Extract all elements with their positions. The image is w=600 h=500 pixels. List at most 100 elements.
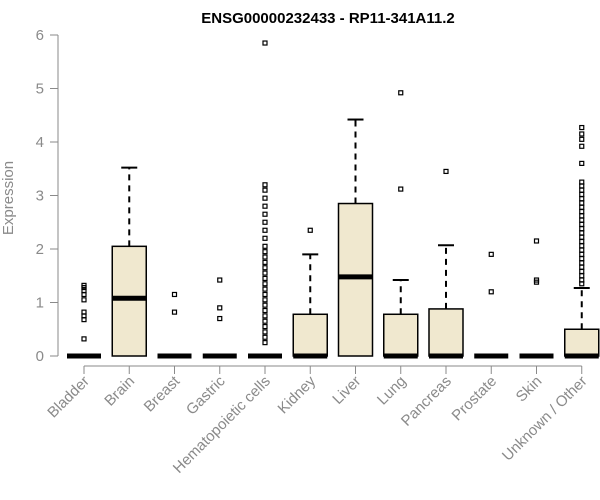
box-group — [157, 291, 192, 359]
outlier-point — [307, 227, 313, 233]
outlier-point — [579, 268, 585, 275]
outlier-point — [579, 234, 585, 240]
outlier-point — [579, 191, 585, 198]
x-tick-label: Prostate — [449, 373, 501, 425]
outlier-point — [579, 273, 585, 279]
outlier-point — [262, 211, 268, 217]
box-group — [474, 251, 509, 359]
outlier-point — [262, 182, 268, 188]
box-group — [519, 238, 554, 359]
outlier-point — [171, 309, 178, 315]
y-tick-label: 0 — [36, 348, 44, 365]
box-group — [337, 118, 374, 357]
outlier-point — [398, 186, 404, 192]
outlier-point — [579, 230, 585, 236]
box-group — [111, 166, 147, 357]
x-tick-label: Brain — [101, 373, 138, 410]
box — [337, 202, 374, 357]
outlier-point — [262, 302, 268, 308]
outlier-point — [262, 291, 268, 298]
y-tick-label: 2 — [36, 241, 44, 258]
outlier-point — [262, 249, 268, 255]
x-tick-label: Skin — [513, 373, 546, 406]
outlier-point — [262, 235, 268, 241]
outlier-point — [262, 323, 268, 330]
outlier-point — [579, 208, 585, 215]
outlier-point — [533, 277, 540, 283]
x-tick-label: Kidney — [275, 372, 320, 417]
outlier-point — [579, 143, 585, 149]
outlier-point — [262, 297, 268, 303]
outlier-point — [443, 168, 449, 175]
box-group — [202, 277, 237, 359]
box-group — [564, 124, 600, 359]
x-tick-label: Pancreas — [398, 373, 455, 430]
outlier-point — [579, 260, 585, 266]
box-group — [292, 227, 328, 359]
outlier-point — [262, 270, 268, 276]
outlier-point — [171, 291, 178, 298]
box-group — [383, 90, 419, 359]
y-tick-label: 1 — [36, 295, 44, 312]
outlier-point — [262, 259, 268, 265]
box-group — [67, 282, 101, 359]
outlier-point — [81, 288, 87, 294]
outlier-point — [262, 281, 268, 287]
y-tick-label: 4 — [36, 134, 44, 151]
outlier-point — [262, 340, 268, 346]
outlier-point — [579, 264, 585, 270]
outlier-point — [579, 221, 585, 227]
outlier-point — [579, 213, 585, 219]
box — [428, 308, 464, 357]
box — [111, 245, 147, 357]
outlier-point — [262, 318, 268, 324]
outlier-point — [81, 336, 87, 342]
outlier-point — [262, 219, 268, 225]
outlier-point — [579, 256, 585, 262]
outlier-point — [262, 195, 268, 201]
outlier-point — [262, 203, 268, 209]
box-group — [428, 168, 464, 359]
outlier-point — [217, 315, 223, 322]
outlier-point — [579, 243, 585, 249]
outlier-point — [579, 124, 585, 131]
outlier-point — [579, 204, 585, 210]
outlier-point — [579, 179, 585, 185]
y-tick-label: 5 — [36, 81, 44, 98]
outlier-point — [262, 313, 268, 319]
outlier-point — [262, 40, 268, 46]
outlier-point — [488, 289, 494, 295]
outlier-point — [262, 334, 268, 340]
outlier-point — [398, 90, 404, 96]
box — [292, 313, 328, 357]
outlier-point — [579, 136, 585, 142]
outlier-point — [217, 277, 223, 283]
outlier-point — [533, 238, 540, 244]
x-tick-label: Lung — [374, 373, 410, 409]
outlier-point — [81, 309, 87, 315]
x-tick-label: Breast — [141, 372, 184, 415]
x-tick-label: Liver — [329, 373, 364, 408]
box-group — [248, 40, 282, 359]
outlier-point — [579, 217, 585, 223]
y-axis-label: Expression — [0, 161, 17, 235]
outlier-point — [262, 307, 268, 314]
outlier-point — [262, 265, 268, 271]
outlier-point — [262, 286, 268, 292]
y-tick-label: 6 — [36, 27, 44, 44]
outlier-point — [579, 196, 585, 202]
outlier-point — [488, 251, 494, 257]
chart-title: ENSG00000232433 - RP11-341A11.2 — [201, 10, 455, 27]
outlier-point — [262, 187, 268, 193]
outlier-point — [262, 329, 268, 335]
outlier-point — [579, 200, 585, 206]
outlier-point — [262, 227, 268, 233]
y-tick-label: 3 — [36, 188, 44, 205]
outlier-point — [579, 251, 585, 257]
outlier-point — [579, 247, 585, 253]
outlier-point — [81, 297, 87, 303]
outlier-point — [217, 305, 223, 311]
outlier-point — [579, 238, 585, 245]
outlier-point — [262, 254, 268, 260]
